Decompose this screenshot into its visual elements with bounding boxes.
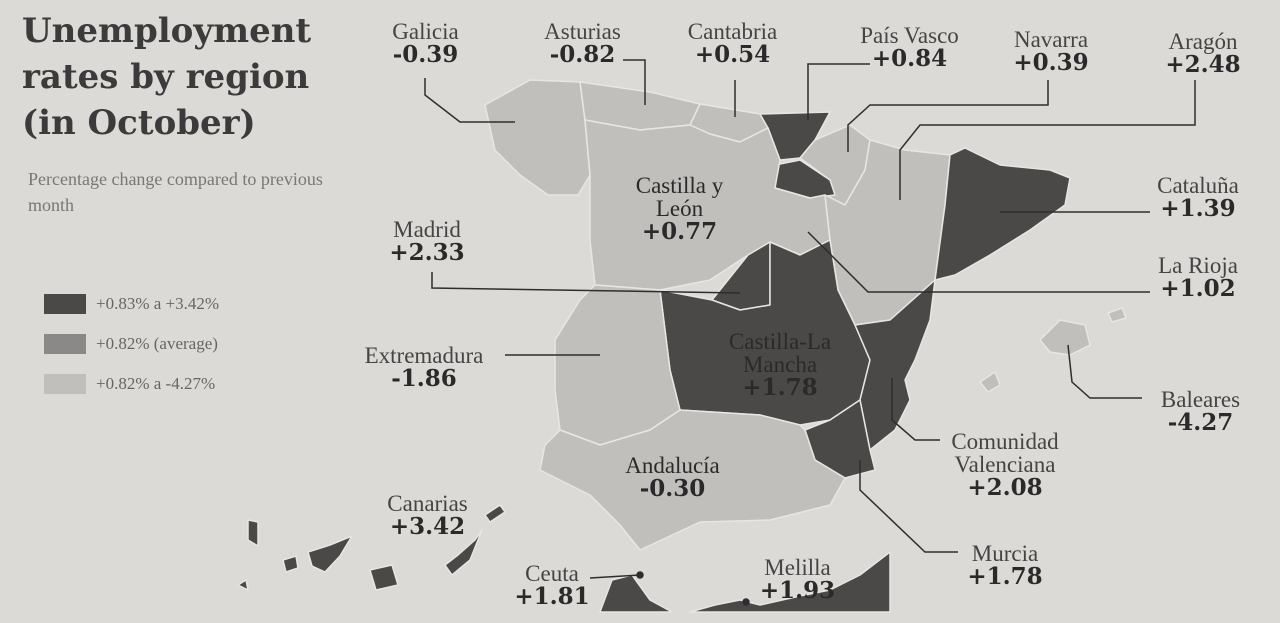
label-canarias-name: Canarias [387, 491, 468, 516]
legend-label-low: +0.82% a -4.27% [96, 374, 216, 393]
legend-item-low: +0.82% a -4.27% [44, 364, 219, 404]
label-extremadura-name: Extremadura [364, 343, 484, 368]
label-aragon-name: Aragón [1168, 29, 1238, 54]
legend: +0.83% a +3.42% +0.82% (average) +0.82% … [44, 284, 219, 404]
label-baleares: Baleares -4.27 [1138, 388, 1263, 434]
ceuta-dot [636, 571, 644, 579]
label-comunidad-valenciana-name: Comunidad Valenciana [951, 429, 1059, 477]
label-aragon: Aragón +2.48 [1148, 30, 1258, 76]
melilla-dot [742, 598, 750, 606]
label-asturias-value: -0.82 [549, 41, 616, 68]
chart-subtitle: Percentage change compared to previous m… [28, 169, 323, 215]
legend-swatch-average [44, 334, 86, 354]
label-aragon-value: +2.48 [1165, 51, 1241, 78]
legend-swatch-high [44, 294, 86, 314]
label-madrid-value: +2.33 [389, 239, 465, 266]
label-cantabria-value: +0.54 [694, 41, 771, 68]
label-galicia-value: -0.39 [392, 41, 459, 68]
label-murcia-name: Murcia [971, 541, 1039, 566]
label-pais-vasco-value: +0.84 [871, 45, 948, 72]
label-melilla-name: Melilla [764, 555, 831, 580]
label-asturias-name: Asturias [544, 19, 621, 44]
region-comunidad-valenciana[interactable] [854, 279, 936, 451]
region-galicia[interactable] [484, 79, 591, 196]
label-murcia: Murcia +1.78 [955, 542, 1055, 588]
leader-galicia [424, 78, 515, 123]
label-ceuta-name: Ceuta [525, 561, 579, 586]
label-baleares-name: Baleares [1160, 387, 1241, 412]
leader-asturias [623, 59, 646, 105]
label-castilla-y-leon-name: Castilla y León [635, 173, 724, 221]
region-extremadura[interactable] [554, 284, 681, 446]
leader-navarra [847, 80, 1049, 152]
region-baleares[interactable] [1039, 319, 1091, 356]
label-castilla-y-leon-value: +0.77 [641, 218, 718, 245]
legend-item-average: +0.82% (average) [44, 324, 219, 364]
region-baleares-menorca[interactable] [1107, 307, 1127, 323]
label-murcia-value: +1.78 [967, 563, 1043, 590]
leader-comunidad-valenciana [891, 378, 940, 441]
label-melilla-value: +1.93 [759, 577, 836, 604]
region-ceuta[interactable] [599, 574, 673, 613]
region-andalucia[interactable] [539, 409, 846, 551]
label-cantabria-name: Cantabria [687, 19, 778, 44]
label-cataluna-name: Cataluña [1157, 173, 1239, 198]
label-navarra-value: +0.39 [1013, 49, 1089, 76]
label-castilla-y-leon: Castilla y León +0.77 [612, 174, 747, 243]
label-galicia: Galicia -0.39 [378, 20, 473, 66]
legend-item-high: +0.83% a +3.42% [44, 284, 219, 324]
label-comunidad-valenciana: Comunidad Valenciana +2.08 [930, 430, 1080, 499]
legend-label-high: +0.83% a +3.42% [96, 294, 220, 313]
label-navarra: Navarra +0.39 [996, 28, 1106, 74]
label-galicia-name: Galicia [392, 19, 459, 44]
label-baleares-value: -4.27 [1167, 409, 1234, 436]
label-madrid-name: Madrid [393, 217, 461, 242]
leader-baleares [1067, 344, 1142, 399]
leader-murcia [859, 460, 958, 553]
region-melilla[interactable] [689, 551, 891, 613]
label-cataluna: Cataluña +1.39 [1138, 174, 1258, 220]
label-navarra-name: Navarra [1013, 27, 1089, 52]
label-extremadura-value: -1.86 [391, 365, 457, 392]
label-la-rioja-name: La Rioja [1158, 253, 1238, 278]
label-castilla-la-mancha-value: +1.78 [742, 374, 818, 401]
legend-swatch-low [44, 374, 86, 394]
label-cantabria: Cantabria +0.54 [670, 20, 795, 66]
label-madrid: Madrid +2.33 [372, 218, 482, 264]
label-canarias-value: +3.42 [389, 513, 466, 540]
label-andalucia-value: -0.30 [639, 475, 706, 502]
label-ceuta: Ceuta +1.81 [512, 562, 592, 608]
region-baleares-ibiza[interactable] [979, 371, 1001, 393]
label-castilla-la-mancha-name: Castilla-La Mancha [728, 329, 832, 377]
leader-pais-vasco [807, 63, 870, 120]
region-cataluna[interactable] [934, 147, 1071, 281]
label-ceuta-value: +1.81 [514, 583, 590, 610]
leader-madrid [431, 272, 741, 294]
label-canarias: Canarias +3.42 [370, 492, 485, 538]
label-pais-vasco-name: País Vasco [860, 23, 959, 48]
label-la-rioja-value: +1.02 [1160, 275, 1236, 302]
label-castilla-la-mancha: Castilla-La Mancha +1.78 [705, 330, 855, 399]
label-andalucia-name: Andalucía [625, 453, 720, 478]
region-canarias[interactable] [237, 504, 506, 591]
label-la-rioja: La Rioja +1.02 [1138, 254, 1258, 300]
label-extremadura: Extremadura -1.86 [344, 344, 504, 390]
leader-la-rioja [807, 231, 1150, 293]
chart-title: Unemployment rates by region (in October… [22, 11, 312, 143]
label-pais-vasco: País Vasco +0.84 [842, 24, 977, 70]
legend-label-average: +0.82% (average) [96, 334, 218, 353]
label-asturias: Asturias -0.82 [530, 20, 635, 66]
label-cataluna-value: +1.39 [1160, 195, 1236, 222]
leader-ceuta [589, 574, 641, 579]
label-melilla: Melilla +1.93 [750, 556, 845, 602]
leader-aragon [899, 80, 1196, 200]
label-comunidad-valenciana-value: +2.08 [967, 474, 1043, 501]
label-andalucia: Andalucía -0.30 [605, 454, 740, 500]
